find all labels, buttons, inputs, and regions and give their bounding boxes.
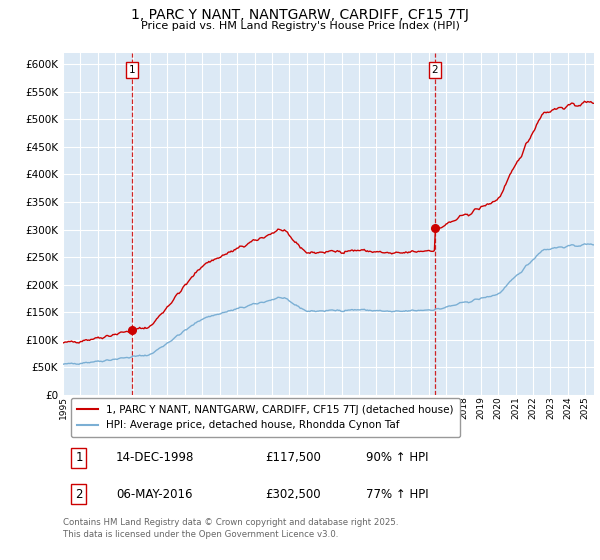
- Text: 14-DEC-1998: 14-DEC-1998: [116, 451, 194, 464]
- Text: Contains HM Land Registry data © Crown copyright and database right 2025.
This d: Contains HM Land Registry data © Crown c…: [63, 518, 398, 539]
- Text: 90% ↑ HPI: 90% ↑ HPI: [365, 451, 428, 464]
- Text: 77% ↑ HPI: 77% ↑ HPI: [365, 488, 428, 501]
- Text: Price paid vs. HM Land Registry's House Price Index (HPI): Price paid vs. HM Land Registry's House …: [140, 21, 460, 31]
- Text: 1, PARC Y NANT, NANTGARW, CARDIFF, CF15 7TJ: 1, PARC Y NANT, NANTGARW, CARDIFF, CF15 …: [131, 8, 469, 22]
- Text: £302,500: £302,500: [265, 488, 320, 501]
- Text: 06-MAY-2016: 06-MAY-2016: [116, 488, 193, 501]
- Text: 2: 2: [75, 488, 83, 501]
- Text: 2: 2: [432, 65, 439, 74]
- Text: 1: 1: [75, 451, 83, 464]
- Text: 1: 1: [128, 65, 135, 74]
- Text: £117,500: £117,500: [265, 451, 320, 464]
- Legend: 1, PARC Y NANT, NANTGARW, CARDIFF, CF15 7TJ (detached house), HPI: Average price: 1, PARC Y NANT, NANTGARW, CARDIFF, CF15 …: [71, 398, 460, 437]
